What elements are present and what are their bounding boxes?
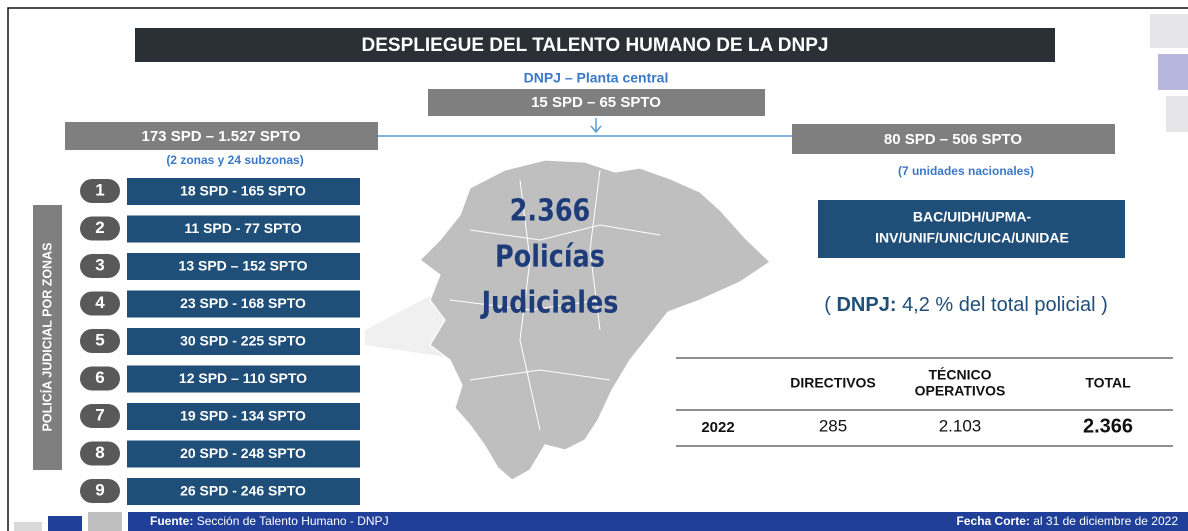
central-box-text: 15 SPD – 65 SPTO: [531, 94, 661, 111]
zones: 1 18 SPD - 165 SPTO 2 11 SPD - 77 SPTO 3 13 S…: [80, 178, 360, 505]
zone-box: [127, 253, 360, 280]
share-bold: DNPJ:: [836, 294, 896, 316]
zone-badge: [80, 291, 120, 316]
map-text-line: Judiciales: [480, 285, 619, 321]
table-header: DIRECTIVOS: [790, 375, 876, 391]
zone-number: 5: [95, 330, 104, 349]
zone-badge: [80, 254, 120, 278]
central-label: DNPJ – Planta central: [524, 70, 669, 86]
zone-text: 19 SPD - 134 SPTO: [180, 408, 306, 424]
central-box: [428, 89, 765, 116]
map: [419, 159, 771, 481]
zone-text: 11 SPD - 77 SPTO: [184, 220, 301, 236]
zone-number: 8: [95, 443, 104, 462]
share-open: (: [824, 294, 831, 316]
zone-badge: [80, 479, 120, 503]
source-label: Fuente:: [150, 514, 193, 528]
units-box: [818, 200, 1125, 258]
zone-badge: [80, 179, 120, 203]
row-label: 2022: [701, 419, 734, 436]
right-box: [792, 124, 1115, 154]
map-text: 2.366 Policías Judiciales: [480, 193, 619, 321]
table-cell: 2.366: [1083, 415, 1133, 437]
map-text-line: 2.366: [510, 193, 591, 229]
date-label: Fecha Corte:: [957, 514, 1030, 528]
arrow-head: [590, 125, 602, 134]
units-line: INV/UNIF/UNIC/UICA/UNIDAE: [875, 230, 1069, 246]
zone-box: [127, 215, 360, 243]
zone-number: 9: [95, 480, 104, 499]
left-sub: (2 zonas y 24 subzonas): [166, 153, 303, 167]
zone-box: [127, 478, 360, 505]
zone-box: [127, 403, 360, 430]
frame: [7, 7, 1188, 531]
source: Sección de Talento Humano - DNPJ: [197, 514, 389, 528]
title: DESPLIEGUE DEL TALENTO HUMANO DE LA DNPJ: [362, 35, 829, 56]
zone-box: [127, 328, 360, 355]
share-rest: 4,2 % del total policial ): [902, 294, 1108, 316]
zone-badge: [80, 404, 120, 428]
units-line: BAC/UIDH/UPMA-: [913, 209, 1032, 225]
zone-text: 13 SPD – 152 SPTO: [179, 258, 308, 274]
zone-box: [127, 365, 360, 393]
zone-badge: [80, 366, 120, 391]
zone-number: 6: [95, 368, 104, 387]
zone-text: 20 SPD - 248 SPTO: [180, 445, 306, 461]
right-box-text: 80 SPD – 506 SPTO: [884, 131, 1022, 148]
map-borders: [449, 169, 661, 431]
zone-text: 23 SPD - 168 SPTO: [180, 295, 306, 311]
vertical-bar: [33, 205, 62, 470]
table-header: TOTAL: [1085, 375, 1131, 391]
vertical-label: POLICÍA JUDICIAL POR ZONAS: [39, 243, 54, 432]
zone-text: 18 SPD - 165 SPTO: [180, 183, 306, 199]
table-cell: 285: [819, 416, 847, 435]
footer-source: Fuente: Sección de Talento Humano - DNPJ: [150, 514, 389, 528]
zone-box: [127, 178, 360, 205]
zone-badge: [80, 329, 120, 353]
zone-box: [127, 440, 360, 468]
zone-number: 2: [95, 218, 104, 237]
deco-square: [14, 522, 42, 531]
title-bar: [135, 28, 1055, 62]
deco-square: [1150, 14, 1188, 48]
table-header: TÉCNICO: [929, 367, 992, 383]
date: al 31 de diciembre de 2022: [1033, 514, 1178, 528]
table-cell: 2.103: [939, 416, 982, 435]
table-header: OPERATIVOS: [915, 383, 1006, 399]
zone-text: 26 SPD - 246 SPTO: [180, 483, 306, 499]
zone-number: 7: [95, 405, 104, 424]
deco-square: [1158, 54, 1188, 90]
zone-badge: [80, 216, 120, 241]
deco-square: [48, 516, 82, 531]
left-box-text: 173 SPD – 1.527 SPTO: [142, 128, 301, 145]
zone-number: 3: [95, 255, 104, 274]
zone-number: 4: [95, 293, 105, 312]
zone-badge: [80, 441, 120, 466]
footer-date: Fecha Corte: al 31 de diciembre de 2022: [957, 514, 1179, 528]
deco-square: [88, 512, 122, 531]
right-sub: (7 unidades nacionales): [898, 164, 1034, 178]
footer-bar: [128, 512, 1188, 531]
zone-text: 12 SPD – 110 SPTO: [179, 370, 307, 386]
map-text-line: Policías: [495, 239, 605, 275]
share-text: ( DNPJ: 4,2 % del total policial ): [824, 294, 1107, 316]
zone-text: 30 SPD - 225 SPTO: [180, 333, 306, 349]
zone-number: 1: [95, 180, 104, 199]
left-box: [65, 122, 378, 150]
deco-square: [1166, 96, 1188, 132]
zone-box: [127, 290, 360, 318]
